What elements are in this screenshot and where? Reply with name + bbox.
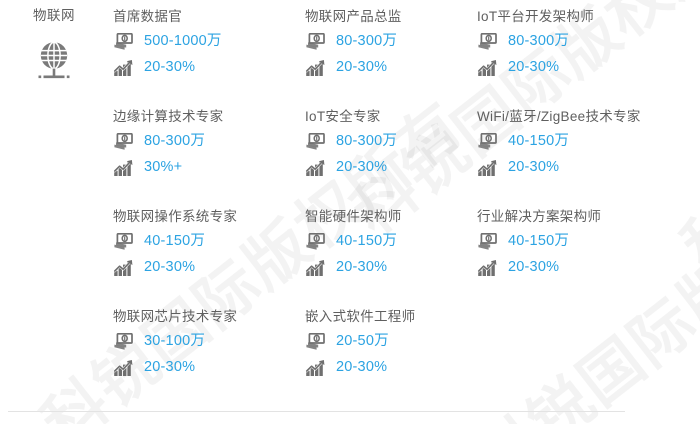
bar-chart-arrow-up-icon	[305, 158, 329, 177]
bottom-divider	[8, 411, 625, 412]
bar-chart-arrow-up-icon	[113, 158, 137, 177]
role-title: IoT安全专家	[305, 109, 381, 124]
role-title: WiFi/蓝牙/ZigBee技术专家	[477, 109, 641, 124]
growth-value: 20-30%	[508, 159, 560, 175]
money-stack-icon	[305, 232, 329, 251]
role-cell-0[interactable]: 首席数据官 500-1000万	[113, 8, 303, 77]
role-cell-10[interactable]: 嵌入式软件工程师 20-50万	[305, 308, 495, 377]
category-column: 物联网	[0, 0, 108, 84]
salary-value: 40-150万	[336, 233, 398, 249]
growth-metric-row: 20-30%	[305, 358, 495, 377]
bar-chart-arrow-up-icon	[113, 58, 137, 77]
growth-metric-row: 20-30%	[305, 258, 495, 277]
salary-metric-row: 40-150万	[305, 232, 495, 251]
role-cell-7[interactable]: 智能硬件架构师 40-150万	[305, 208, 495, 277]
money-stack-icon	[113, 32, 137, 51]
growth-metric-row: 20-30%	[305, 58, 495, 77]
growth-metric-row: 20-30%	[113, 258, 303, 277]
role-cell-4[interactable]: IoT安全专家 80-300万	[305, 108, 495, 177]
role-title: 智能硬件架构师	[305, 209, 402, 224]
role-title: 物联网产品总监	[305, 9, 402, 24]
salary-metric-row: 80-300万	[113, 132, 303, 151]
bar-chart-arrow-up-icon	[113, 258, 137, 277]
growth-metric-row: 20-30%	[477, 258, 692, 277]
salary-metric-row: 500-1000万	[113, 32, 303, 51]
salary-value: 40-150万	[508, 133, 570, 149]
role-cell-8[interactable]: 行业解决方案架构师 40-150万	[477, 208, 692, 277]
role-cell-9[interactable]: 物联网芯片技术专家 30-100万	[113, 308, 303, 377]
money-stack-icon	[113, 132, 137, 151]
growth-metric-row: 20-30%	[477, 58, 692, 77]
salary-metric-row: 80-300万	[305, 132, 495, 151]
role-cell-5[interactable]: WiFi/蓝牙/ZigBee技术专家 40-150万	[477, 108, 692, 177]
role-title: 边缘计算技术专家	[113, 109, 224, 124]
salary-metric-row: 80-300万	[305, 32, 495, 51]
money-stack-icon	[477, 32, 501, 51]
role-cell-3[interactable]: 边缘计算技术专家 80-300万	[113, 108, 303, 177]
growth-metric-row: 20-30%	[113, 58, 303, 77]
salary-value: 30-100万	[144, 333, 206, 349]
growth-value: 20-30%	[336, 359, 388, 375]
money-stack-icon	[305, 32, 329, 51]
bar-chart-arrow-up-icon	[305, 358, 329, 377]
salary-value: 500-1000万	[144, 33, 222, 49]
role-cell-6[interactable]: 物联网操作系统专家 40-150万	[113, 208, 303, 277]
role-cell-1[interactable]: 物联网产品总监 80-300万	[305, 8, 495, 77]
bar-chart-arrow-up-icon	[477, 258, 501, 277]
bar-chart-arrow-up-icon	[305, 258, 329, 277]
growth-value: 20-30%	[336, 159, 388, 175]
salary-value: 20-50万	[336, 333, 389, 349]
growth-value: 20-30%	[144, 259, 196, 275]
category-label: 物联网	[33, 8, 75, 23]
role-title: IoT平台开发架构师	[477, 9, 595, 24]
bar-chart-arrow-up-icon	[477, 58, 501, 77]
money-stack-icon	[113, 232, 137, 251]
salary-value: 80-300万	[336, 33, 398, 49]
growth-metric-row: 20-30%	[113, 358, 303, 377]
salary-metric-row: 40-150万	[113, 232, 303, 251]
salary-value: 80-300万	[336, 133, 398, 149]
money-stack-icon	[477, 232, 501, 251]
money-stack-icon	[113, 332, 137, 351]
salary-metric-row: 40-150万	[477, 132, 692, 151]
salary-value: 80-300万	[508, 33, 570, 49]
growth-value: 20-30%	[336, 59, 388, 75]
money-stack-icon	[305, 332, 329, 351]
role-cell-2[interactable]: IoT平台开发架构师 80-300万	[477, 8, 692, 77]
bar-chart-arrow-up-icon	[477, 158, 501, 177]
role-title: 嵌入式软件工程师	[305, 309, 416, 324]
salary-metric-row: 80-300万	[477, 32, 692, 51]
role-title: 行业解决方案架构师	[477, 209, 602, 224]
growth-metric-row: 20-30%	[305, 158, 495, 177]
growth-metric-row: 30%+	[113, 158, 303, 177]
growth-value: 20-30%	[336, 259, 388, 275]
salary-value: 40-150万	[144, 233, 206, 249]
salary-metric-row: 30-100万	[113, 332, 303, 351]
money-stack-icon	[305, 132, 329, 151]
salary-value: 80-300万	[144, 133, 206, 149]
bar-chart-arrow-up-icon	[113, 358, 137, 377]
salary-metric-row: 40-150万	[477, 232, 692, 251]
role-title: 物联网芯片技术专家	[113, 309, 238, 324]
salary-metric-row: 20-50万	[305, 332, 495, 351]
growth-value: 30%+	[144, 159, 183, 175]
growth-value: 20-30%	[508, 59, 560, 75]
money-stack-icon	[477, 132, 501, 151]
salary-value: 40-150万	[508, 233, 570, 249]
growth-value: 20-30%	[508, 259, 560, 275]
role-title: 物联网操作系统专家	[113, 209, 238, 224]
role-title: 首席数据官	[113, 9, 182, 24]
growth-value: 20-30%	[144, 359, 196, 375]
growth-value: 20-30%	[144, 59, 196, 75]
growth-metric-row: 20-30%	[477, 158, 692, 177]
globe-network-icon	[0, 38, 108, 84]
bar-chart-arrow-up-icon	[305, 58, 329, 77]
